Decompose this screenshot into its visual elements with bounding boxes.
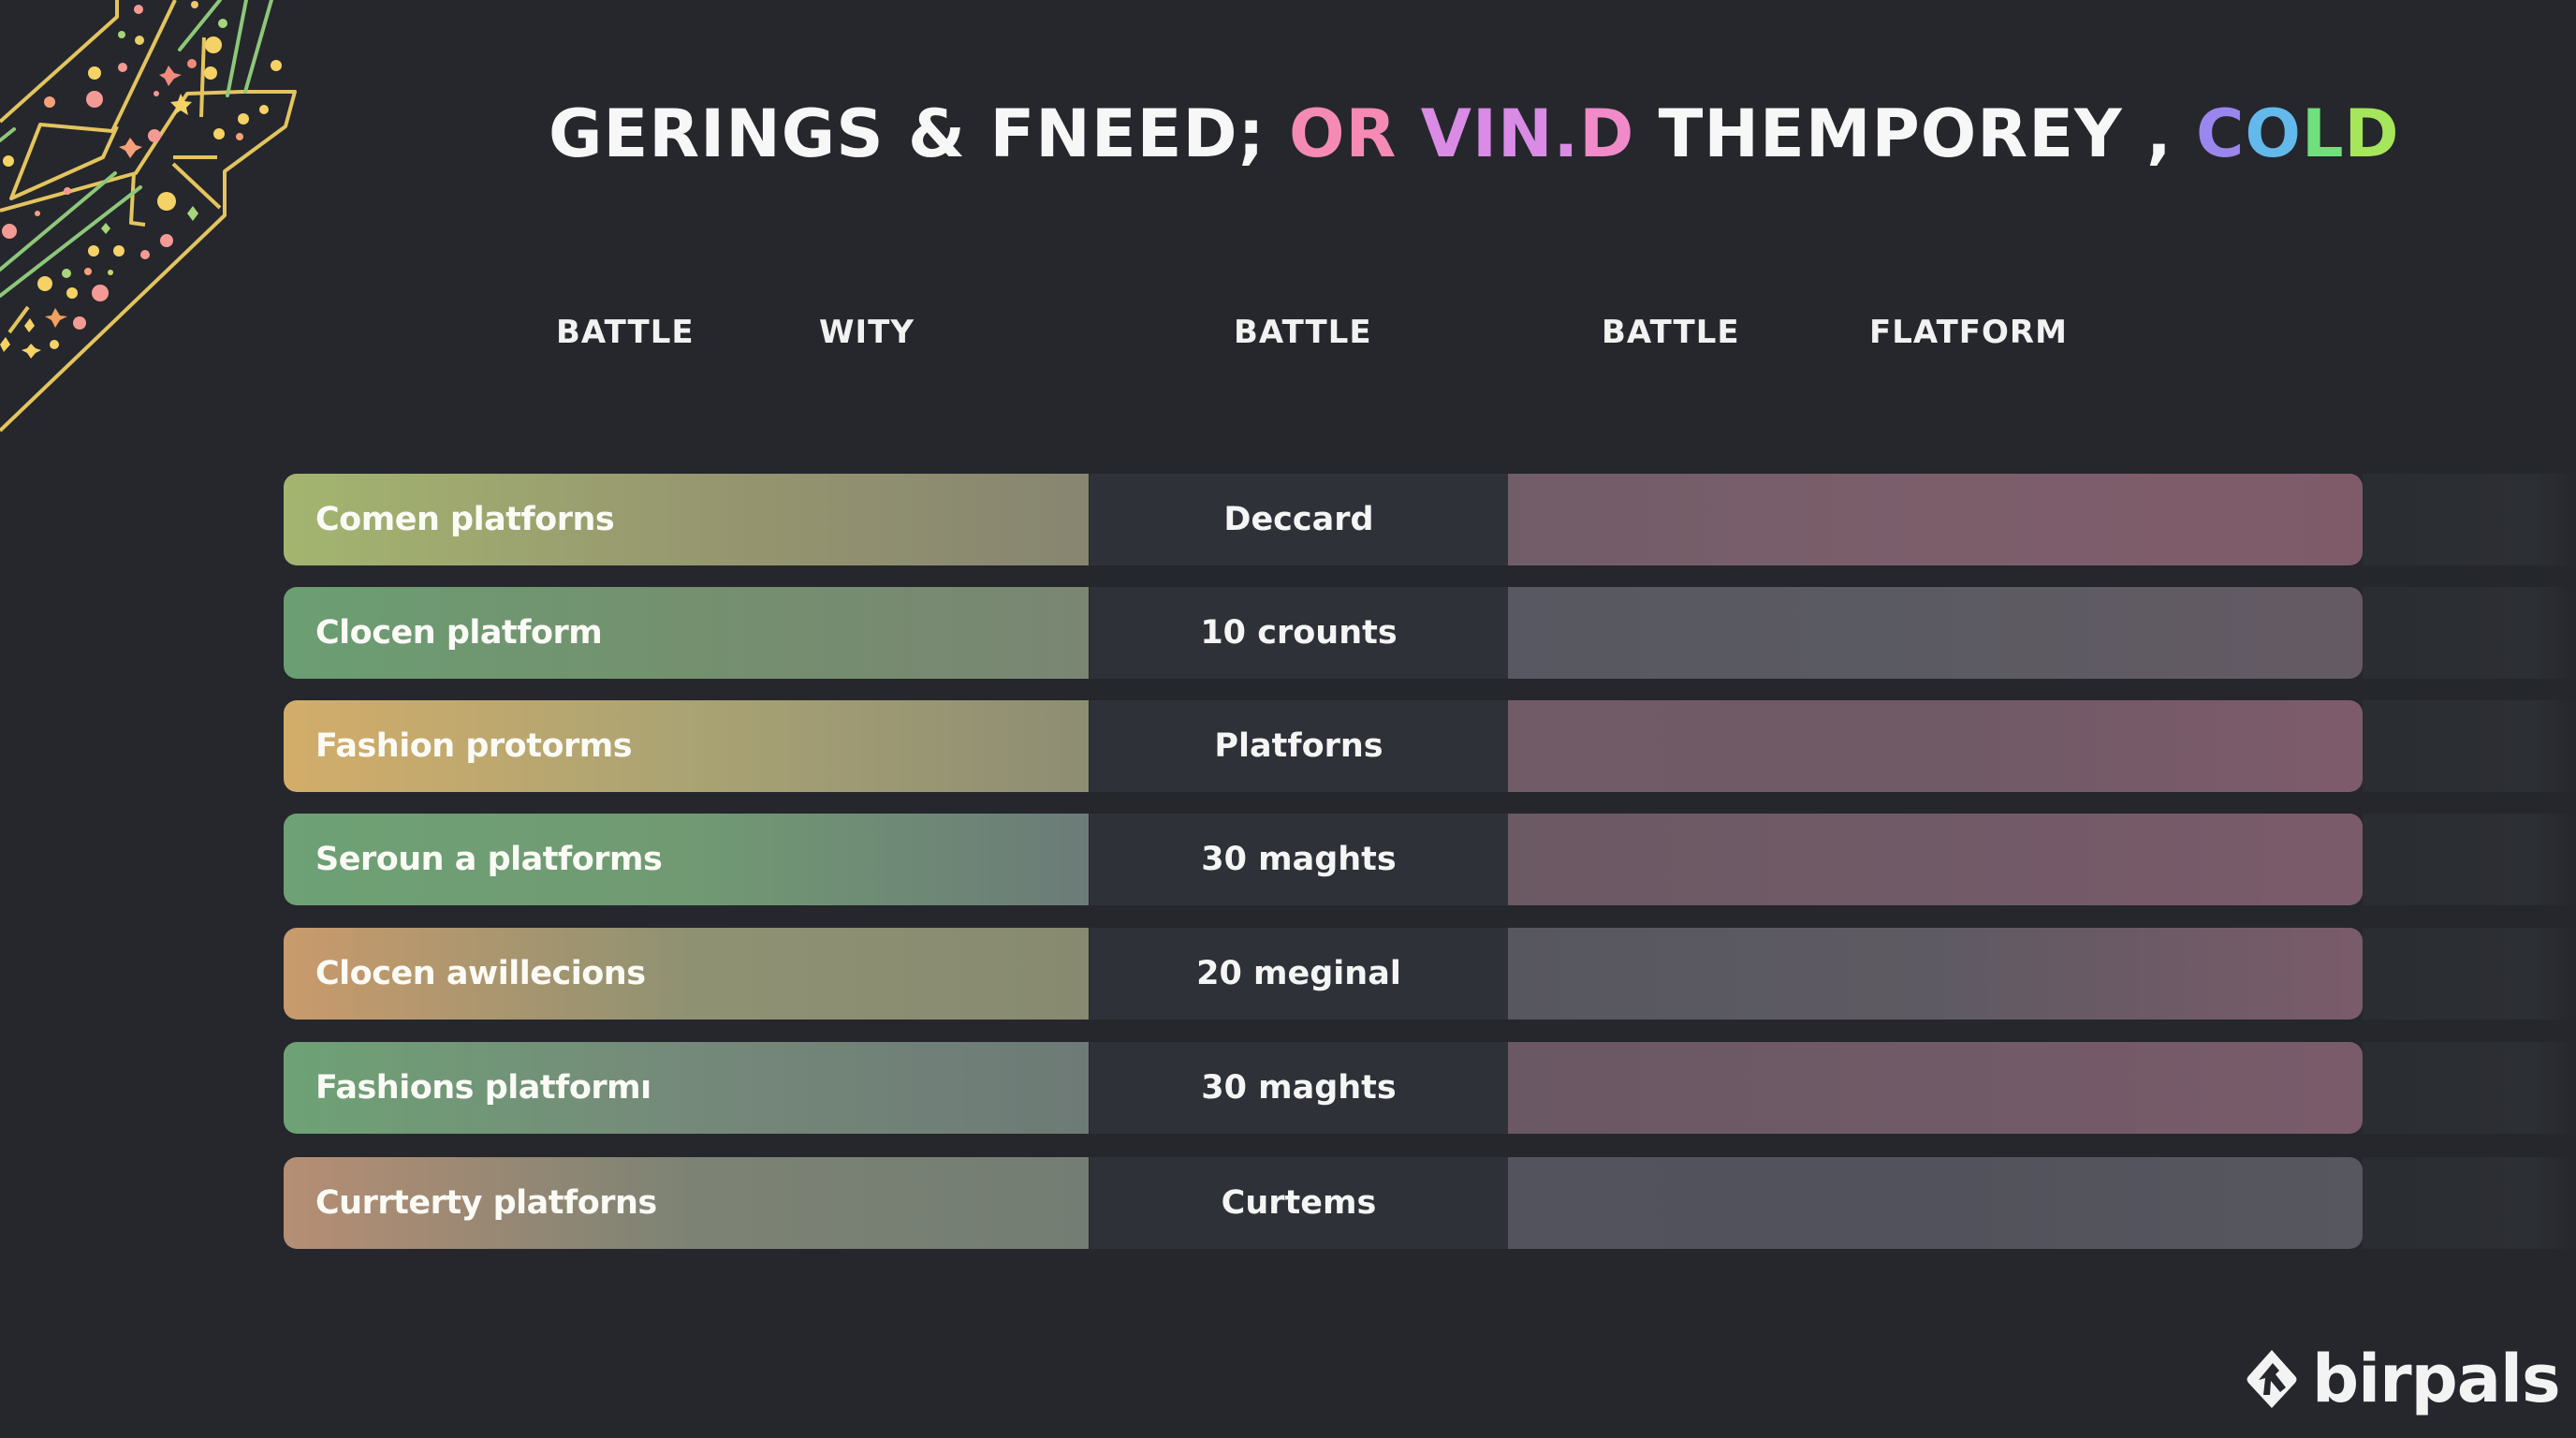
column-header: BATTLE <box>556 314 695 351</box>
column-header: WITY <box>819 314 915 351</box>
value-cell: Curtems <box>1090 1157 1508 1249</box>
title-segment: THEMPOREY , <box>1658 95 2173 172</box>
table-row[interactable]: Fashion protorms Platforns <box>284 700 2363 792</box>
title-segment: L <box>2301 95 2345 172</box>
title-segment: D <box>1579 95 1635 172</box>
value-cell: 10 crounts <box>1090 587 1508 679</box>
title-segment: C <box>2196 95 2246 172</box>
row-ghost-extension <box>2363 700 2576 792</box>
table-row[interactable]: Fashions platformı 30 maghts <box>284 1042 2363 1134</box>
row-ghost-extension <box>2363 1042 2576 1134</box>
color-bar-cell <box>1508 700 2363 792</box>
row-ghost-extension <box>2363 1157 2576 1249</box>
title-segment: VIN. <box>1420 95 1580 172</box>
platform-name: Currterty platforns <box>315 1184 657 1222</box>
row-value: 10 crounts <box>1200 614 1398 652</box>
platform-name: Clocen awillecions <box>315 955 646 992</box>
platform-name-cell: Clocen platform <box>284 587 1089 679</box>
row-value: 30 maghts <box>1201 841 1397 878</box>
row-value: Platforns <box>1214 727 1383 765</box>
platform-name-cell: Comen platforns <box>284 474 1089 565</box>
value-cell: 30 maghts <box>1090 814 1508 905</box>
column-header: FLATFORM <box>1869 314 2068 351</box>
platform-name: Fashions platformı <box>315 1069 651 1107</box>
row-value: Deccard <box>1223 501 1374 538</box>
row-ghost-extension <box>2363 587 2576 679</box>
platform-name: Fashion protorms <box>315 727 633 765</box>
value-cell: Deccard <box>1090 474 1508 565</box>
color-bar-cell <box>1508 587 2363 679</box>
table-row[interactable]: Currterty platforns Curtems <box>284 1157 2363 1249</box>
title-segment: GERINGS & FNEED; <box>549 95 1266 172</box>
row-value: 30 maghts <box>1201 1069 1397 1107</box>
row-ghost-extension <box>2363 928 2576 1020</box>
title-segment: D <box>2344 95 2400 172</box>
platform-name-cell: Fashions platformı <box>284 1042 1089 1134</box>
table-row[interactable]: Comen platforns Deccard <box>284 474 2363 565</box>
page-title: GERINGS & FNEED; OR VIN.D THEMPOREY , CO… <box>549 92 2399 176</box>
brand-name: birpals <box>2312 1341 2561 1417</box>
table-row[interactable]: Seroun a platforms 30 maghts <box>284 814 2363 905</box>
color-bar-cell <box>1508 1042 2363 1134</box>
column-header: BATTLE <box>1602 314 1740 351</box>
platform-name-cell: Currterty platforns <box>284 1157 1089 1249</box>
decorative-geometric-pattern <box>0 0 297 433</box>
color-bar-cell <box>1508 928 2363 1020</box>
platform-name: Seroun a platforms <box>315 841 663 878</box>
color-bar-cell <box>1508 474 2363 565</box>
title-segment: O <box>2245 95 2302 172</box>
value-cell: 20 meginal <box>1090 928 1508 1020</box>
platform-name-cell: Seroun a platforms <box>284 814 1089 905</box>
color-bar-cell <box>1508 814 2363 905</box>
title-segment: OR <box>1288 95 1398 172</box>
diamond-bird-icon <box>2247 1350 2297 1408</box>
platform-name-cell: Fashion protorms <box>284 700 1089 792</box>
platform-name: Comen platforns <box>315 501 615 538</box>
row-ghost-extension <box>2363 474 2576 565</box>
table-row[interactable]: Clocen awillecions 20 meginal <box>284 928 2363 1020</box>
color-bar-cell <box>1508 1157 2363 1249</box>
value-cell: 30 maghts <box>1090 1042 1508 1134</box>
table-row[interactable]: Clocen platform 10 crounts <box>284 587 2363 679</box>
column-header: BATTLE <box>1234 314 1372 351</box>
row-ghost-extension <box>2363 814 2576 905</box>
row-value: 20 meginal <box>1196 955 1401 992</box>
brand-logo: birpals <box>2245 1341 2561 1417</box>
value-cell: Platforns <box>1090 700 1508 792</box>
platform-name-cell: Clocen awillecions <box>284 928 1089 1020</box>
platform-name: Clocen platform <box>315 614 603 652</box>
row-value: Curtems <box>1221 1184 1377 1222</box>
